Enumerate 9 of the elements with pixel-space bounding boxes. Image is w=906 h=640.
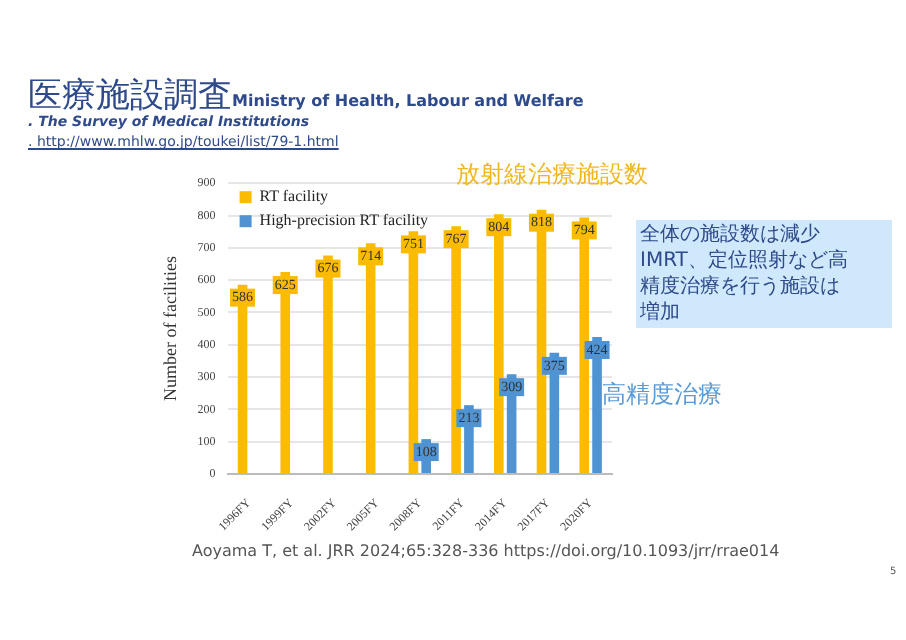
chart-subtitle: Ministry of Health, Labour and Welfare <box>232 92 584 110</box>
y-axis-title: Number of facilities <box>159 255 180 402</box>
chart-title: 医療施設調査 <box>28 76 232 116</box>
annotation: 放射線治療施設数 <box>456 158 648 192</box>
text: 全体の施設数は減少IMRT、定位照射など高精度治療を行う施設は増加 <box>636 220 892 328</box>
legend-label: High-precision RT facility <box>259 211 429 230</box>
legend-label: RT facility <box>259 187 329 206</box>
text: Aoyama T, et al. JRR 2024;65:328-336 https://doi.org/10.1093/jrr/rrae014 <box>192 542 780 560</box>
annotation: 高精度治療 <box>602 378 722 412</box>
